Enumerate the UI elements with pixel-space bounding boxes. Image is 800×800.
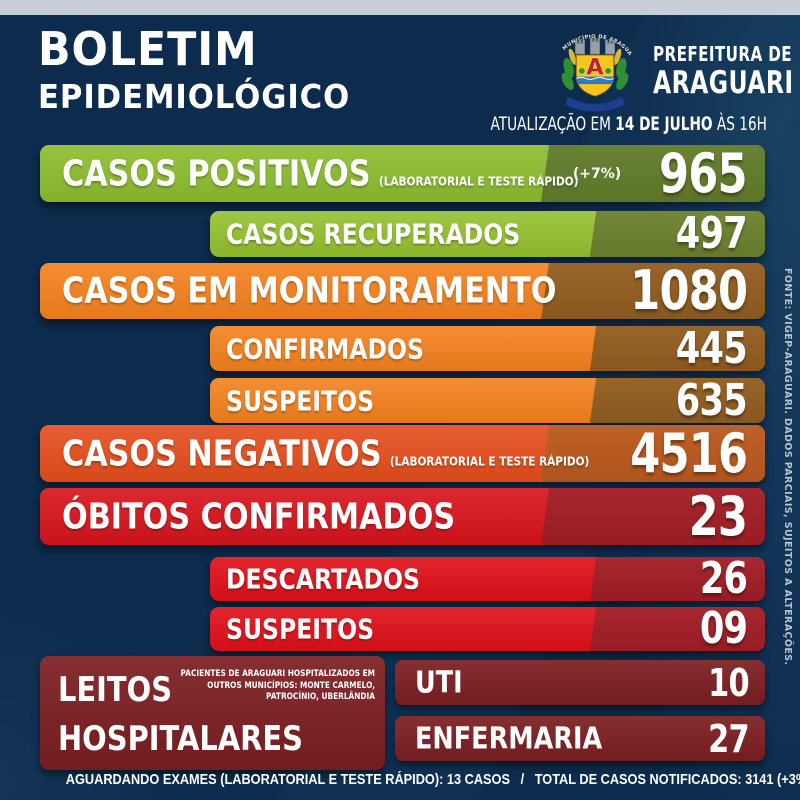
stat-value: 09 <box>699 607 748 651</box>
hospital-beds-block: LEITOS HOSPITALARES PACIENTES DE ARAGUAR… <box>40 656 385 770</box>
stat-sublabel: (LABORATORIAL E TESTE RÁPIDO) <box>389 453 590 468</box>
stat-value: 10 <box>708 660 750 705</box>
stat-sublabel: (LABORATORIAL E TESTE RÁPIDO) <box>378 173 579 188</box>
stat-value: 497 <box>675 211 748 257</box>
logo-ribbon <box>564 95 626 113</box>
stat-value: 965 <box>659 145 748 202</box>
stat-row-suspeitos-monitoramento: SUSPEITOS 635 <box>210 378 765 423</box>
stat-label: CASOS NEGATIVOS (LABORATORIAL E TESTE RÁ… <box>62 433 590 474</box>
stat-row-descartados: DESCARTADOS 26 <box>210 557 765 601</box>
update-prefix: ATUALIZAÇÃO EM <box>490 113 611 135</box>
org-name: PREFEITURA DE ARAGUARI <box>653 44 794 100</box>
stat-value: 445 <box>675 326 748 371</box>
top-strip <box>0 0 800 15</box>
org-name-line1: PREFEITURA DE <box>653 42 793 66</box>
coat-of-arms-logo: MUNICÍPIO DE ARAGUARI <box>548 20 632 113</box>
hospital-title-line1: LEITOS <box>58 670 173 710</box>
stat-row-uti: UTI 10 <box>395 660 765 705</box>
stat-value: 1080 <box>629 263 748 319</box>
stat-row-casos-negativos: CASOS NEGATIVOS (LABORATORIAL E TESTE RÁ… <box>40 425 765 482</box>
logo-crown <box>574 37 616 55</box>
logo-branches <box>561 48 629 90</box>
hospital-title: LEITOS HOSPITALARES <box>58 666 303 765</box>
stat-label: DESCARTADOS <box>226 562 420 596</box>
stat-label: ENFERMARIA <box>415 721 603 756</box>
stat-label: SUSPEITOS <box>226 612 375 646</box>
stat-delta: (+7%) <box>572 165 622 182</box>
page-title-line2: EPIDEMIOLÓGICO <box>38 77 351 116</box>
svg-text:A: A <box>586 55 604 81</box>
stat-label: CASOS RECUPERADOS <box>226 217 521 251</box>
update-line: ATUALIZAÇÃO EM 14 DE JULHO ÀS 16H <box>491 113 767 135</box>
footer-note: AGUARDANDO EXAMES (LABORATORIAL E TESTE … <box>65 771 800 788</box>
stat-value: 635 <box>675 378 748 423</box>
stat-value: 4516 <box>629 425 748 482</box>
stat-row-obitos-confirmados: ÓBITOS CONFIRMADOS 23 <box>40 488 765 545</box>
page-title: BOLETIM EPIDEMIOLÓGICO <box>38 26 350 113</box>
stat-row-casos-recuperados: CASOS RECUPERADOS 497 <box>210 211 765 257</box>
stat-row-confirmados: CONFIRMADOS 445 <box>210 326 765 371</box>
hospital-note: PACIENTES DE ARAGUARI HOSPITALIZADOS EM … <box>180 669 375 703</box>
hospital-title-line2: HOSPITALARES <box>58 719 303 760</box>
page-title-line1: BOLETIM <box>38 22 258 76</box>
logo-shield: A <box>575 54 615 97</box>
stat-label: ÓBITOS CONFIRMADOS <box>62 496 456 537</box>
stat-row-casos-em-monitoramento: CASOS EM MONITORAMENTO 1080 <box>40 263 765 319</box>
stat-value: 27 <box>708 716 750 761</box>
stat-label: CONFIRMADOS <box>226 332 424 365</box>
stat-label: CASOS EM MONITORAMENTO <box>62 270 557 312</box>
stat-row-enfermaria: ENFERMARIA 27 <box>395 716 765 761</box>
source-note: FONTE: VIGEP-ARAGUARI. DADOS PARCIAIS, S… <box>782 268 793 666</box>
org-name-line2: ARAGUARI <box>653 65 794 101</box>
stat-row-suspeitos-obitos: SUSPEITOS 09 <box>210 607 765 651</box>
stat-label: SUSPEITOS <box>226 384 375 417</box>
stat-value: 26 <box>699 557 748 601</box>
stat-row-casos-positivos: CASOS POSITIVOS (LABORATORIAL E TESTE RÁ… <box>40 145 765 202</box>
update-date: 14 DE JULHO <box>615 113 713 135</box>
update-suffix: ÀS 16H <box>716 113 767 135</box>
stat-label: CASOS POSITIVOS (LABORATORIAL E TESTE RÁ… <box>62 153 579 194</box>
stat-value: 23 <box>688 488 747 545</box>
stat-label: UTI <box>415 665 463 700</box>
